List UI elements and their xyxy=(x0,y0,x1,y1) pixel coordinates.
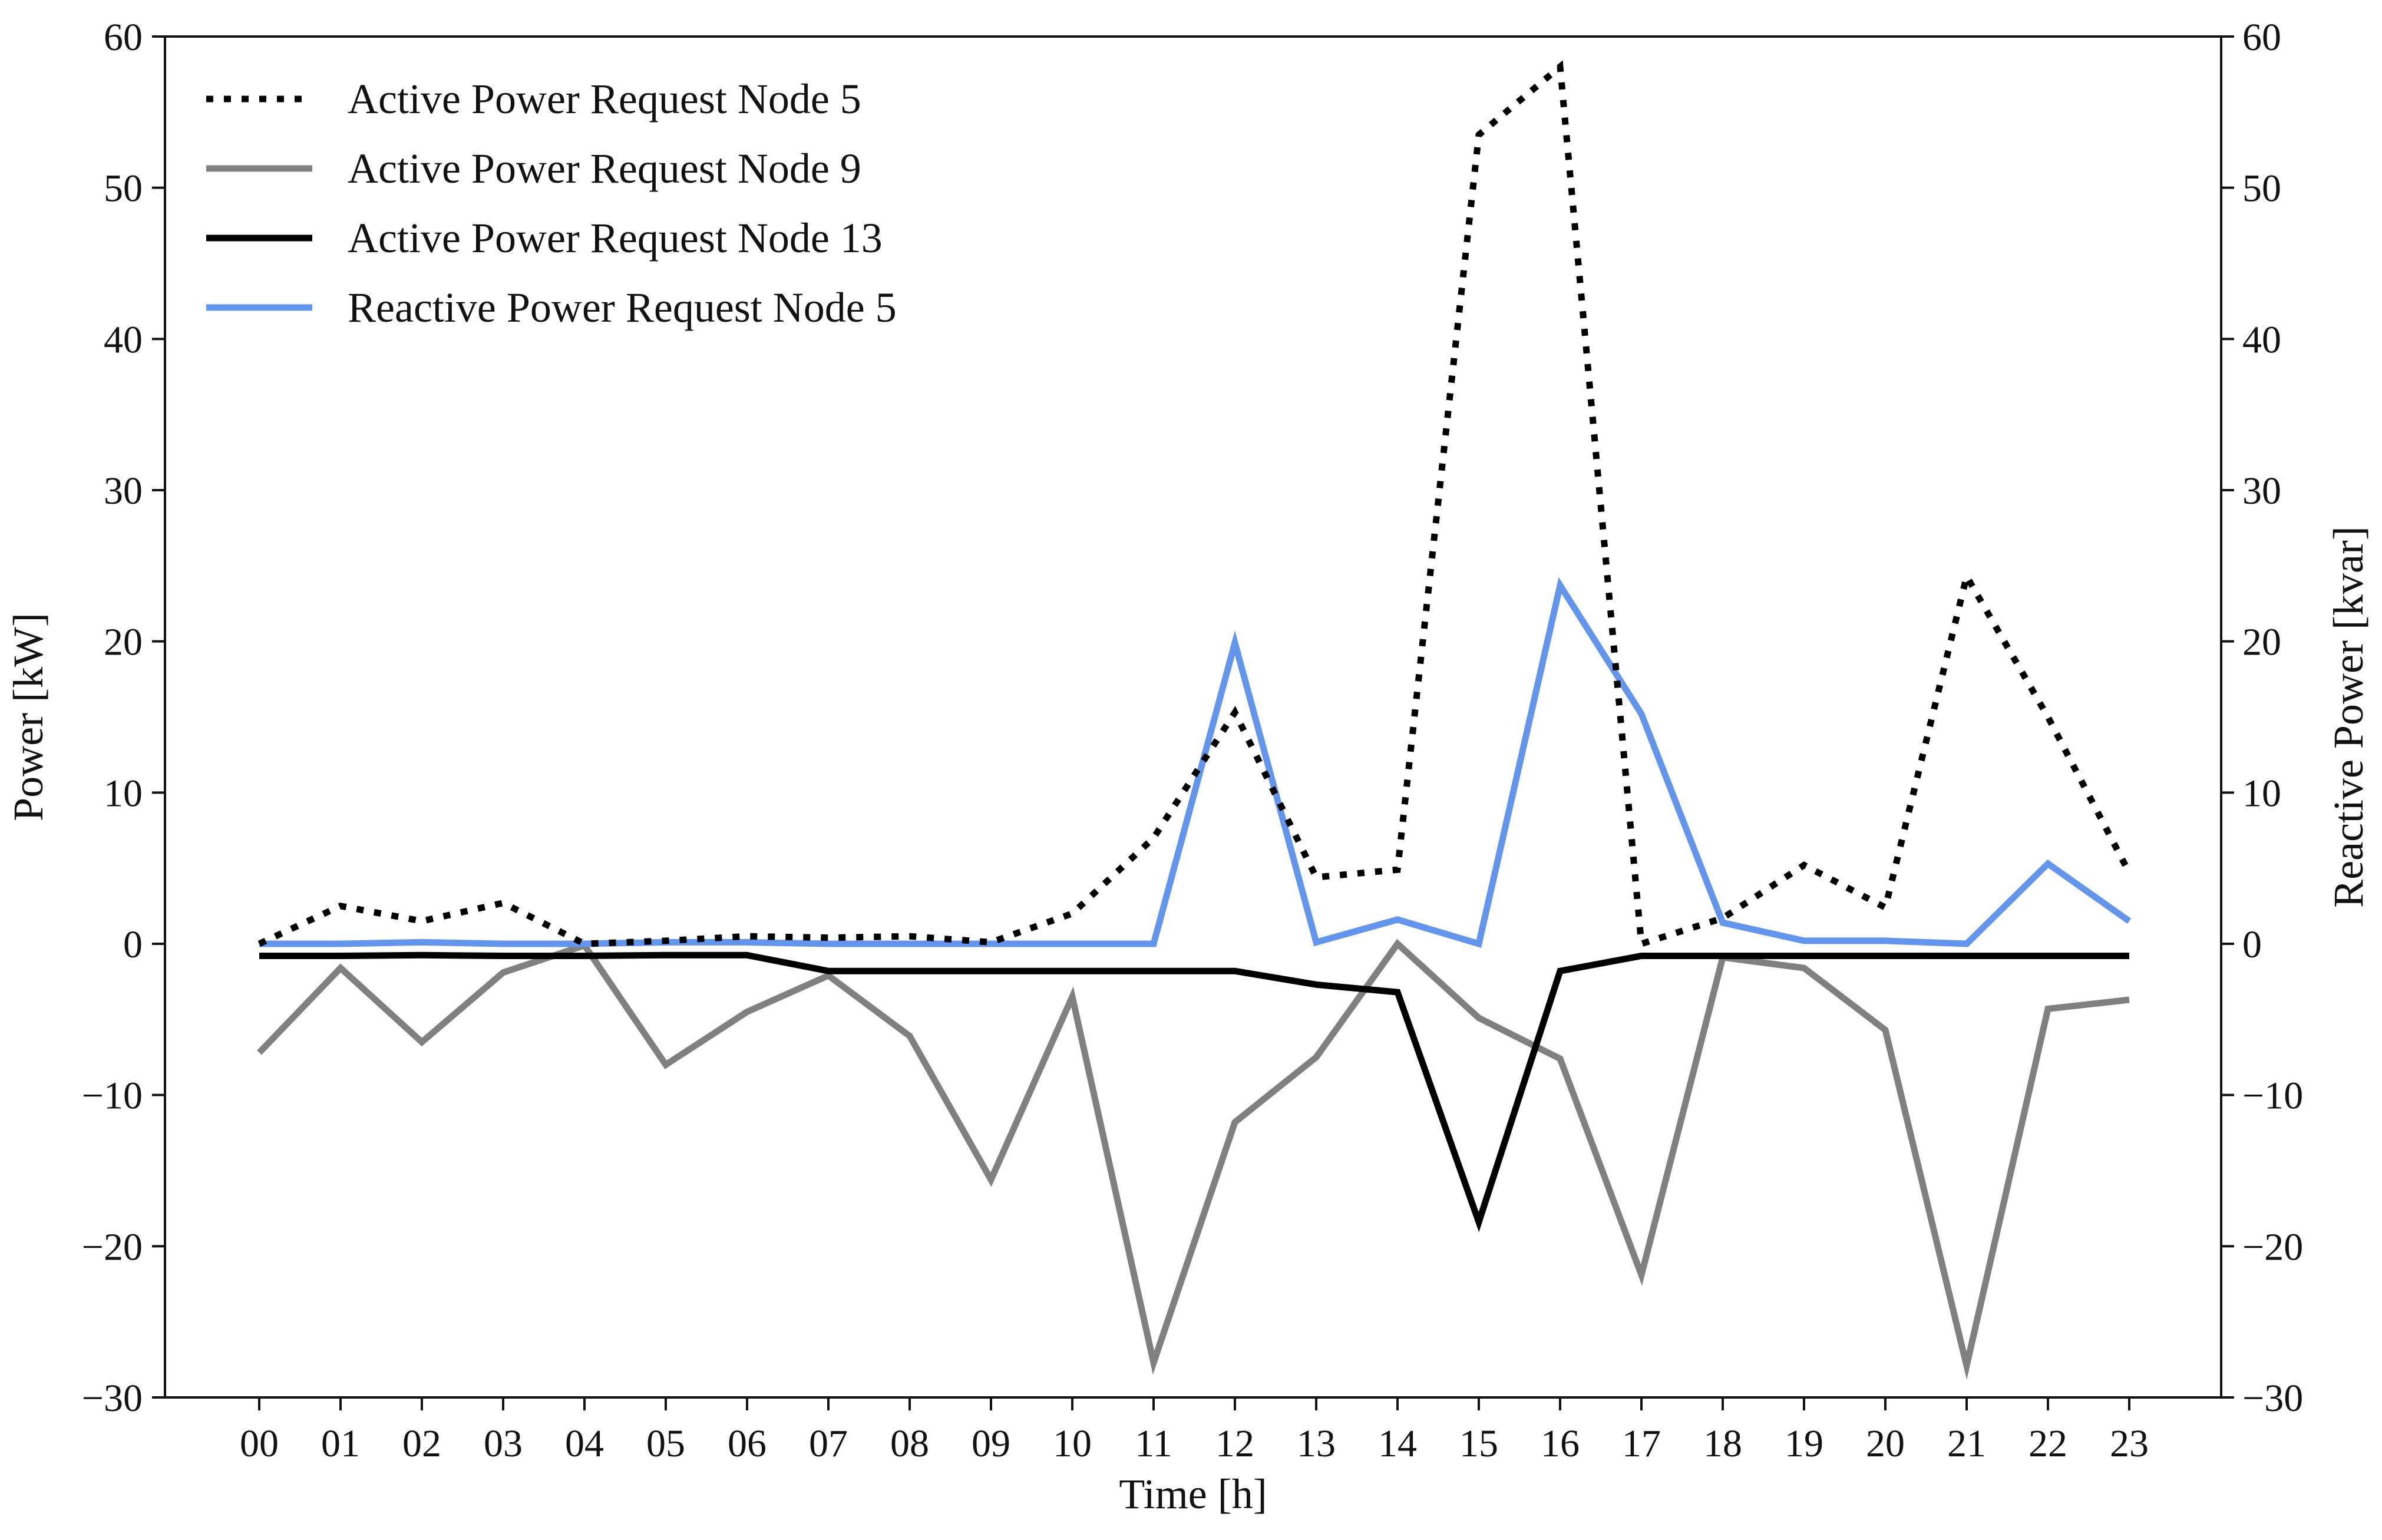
x-tick-label: 22 xyxy=(2029,1422,2067,1465)
legend-label-1: Active Power Request Node 5 xyxy=(348,75,861,123)
x-axis-title: Time [h] xyxy=(1119,1470,1267,1518)
x-tick-label: 01 xyxy=(321,1422,360,1465)
x-tick-label: 21 xyxy=(1947,1422,1986,1465)
left-y-axis: −30 −20 −10 0 10 20 30 40 50 60 xyxy=(82,16,165,1420)
x-tick-label: 16 xyxy=(1541,1422,1580,1465)
y-tick-label: 60 xyxy=(104,16,143,59)
x-tick-label: 20 xyxy=(1866,1422,1905,1465)
plot-frame xyxy=(164,35,2222,1399)
y2-tick-label: −30 xyxy=(2242,1377,2303,1420)
x-tick-label: 00 xyxy=(240,1422,279,1465)
y-tick-label: 10 xyxy=(104,772,143,815)
x-tick-label: 02 xyxy=(402,1422,441,1465)
y-tick-label: 40 xyxy=(104,318,143,361)
y2-axis-title: Reactive Power [kvar] xyxy=(2325,526,2372,908)
x-tick-label: 05 xyxy=(646,1422,685,1465)
x-tick-label: 18 xyxy=(1703,1422,1742,1465)
y-tick-label: 50 xyxy=(104,167,143,210)
series-layer xyxy=(257,60,2132,1380)
x-tick-label: 14 xyxy=(1378,1422,1417,1465)
x-tick-label: 08 xyxy=(890,1422,929,1465)
y-axis-title: Power [kW] xyxy=(5,613,52,821)
x-tick-label: 03 xyxy=(484,1422,523,1465)
y2-tick-label: 40 xyxy=(2242,318,2281,361)
x-tick-label: 23 xyxy=(2110,1422,2149,1465)
legend-label-3: Active Power Request Node 13 xyxy=(348,214,883,262)
x-axis: 00 01 02 03 04 05 06 07 08 09 10 11 12 13 14 15 16 17 18 19… xyxy=(240,1397,2149,1465)
x-tick-label: 06 xyxy=(728,1422,767,1465)
y2-tick-label: 20 xyxy=(2242,621,2281,664)
legend-label-2: Active Power Request Node 9 xyxy=(348,145,861,192)
series-line-3 xyxy=(259,951,2129,1232)
y2-tick-label: −10 xyxy=(2242,1075,2303,1118)
series-line-4 xyxy=(259,577,2132,948)
legend-label-4: Reactive Power Request Node 5 xyxy=(348,284,897,331)
y2-tick-label: 60 xyxy=(2242,16,2281,59)
y-tick-label: −30 xyxy=(82,1377,143,1420)
legend: Active Power Request Node 5 Active Power … xyxy=(206,75,897,331)
x-tick-label: 19 xyxy=(1785,1422,1823,1465)
y2-tick-label: 10 xyxy=(2242,772,2281,815)
y2-tick-label: 50 xyxy=(2242,167,2281,210)
x-tick-label: 09 xyxy=(972,1422,1010,1465)
y2-tick-label: −20 xyxy=(2242,1225,2303,1268)
y2-tick-label: 0 xyxy=(2242,923,2262,966)
x-tick-label: 07 xyxy=(809,1422,848,1465)
x-tick-label: 04 xyxy=(565,1422,604,1465)
y-tick-label: −10 xyxy=(82,1075,143,1118)
x-tick-label: 17 xyxy=(1622,1422,1661,1465)
y-tick-label: 0 xyxy=(123,923,143,966)
series-line-1 xyxy=(257,60,2132,949)
x-tick-label: 15 xyxy=(1459,1422,1498,1465)
series-line-2 xyxy=(257,938,2130,1380)
y-tick-label: 20 xyxy=(104,621,143,664)
y-tick-label: 30 xyxy=(104,470,143,513)
x-tick-label: 10 xyxy=(1053,1422,1092,1465)
y-tick-label: −20 xyxy=(82,1225,143,1268)
y2-tick-label: 30 xyxy=(2242,470,2281,513)
x-tick-label: 11 xyxy=(1135,1422,1172,1465)
right-y-axis: −30 −20 −10 0 10 20 30 40 50 60 xyxy=(2221,16,2303,1420)
x-tick-label: 12 xyxy=(1215,1422,1254,1465)
x-tick-label: 13 xyxy=(1297,1422,1336,1465)
